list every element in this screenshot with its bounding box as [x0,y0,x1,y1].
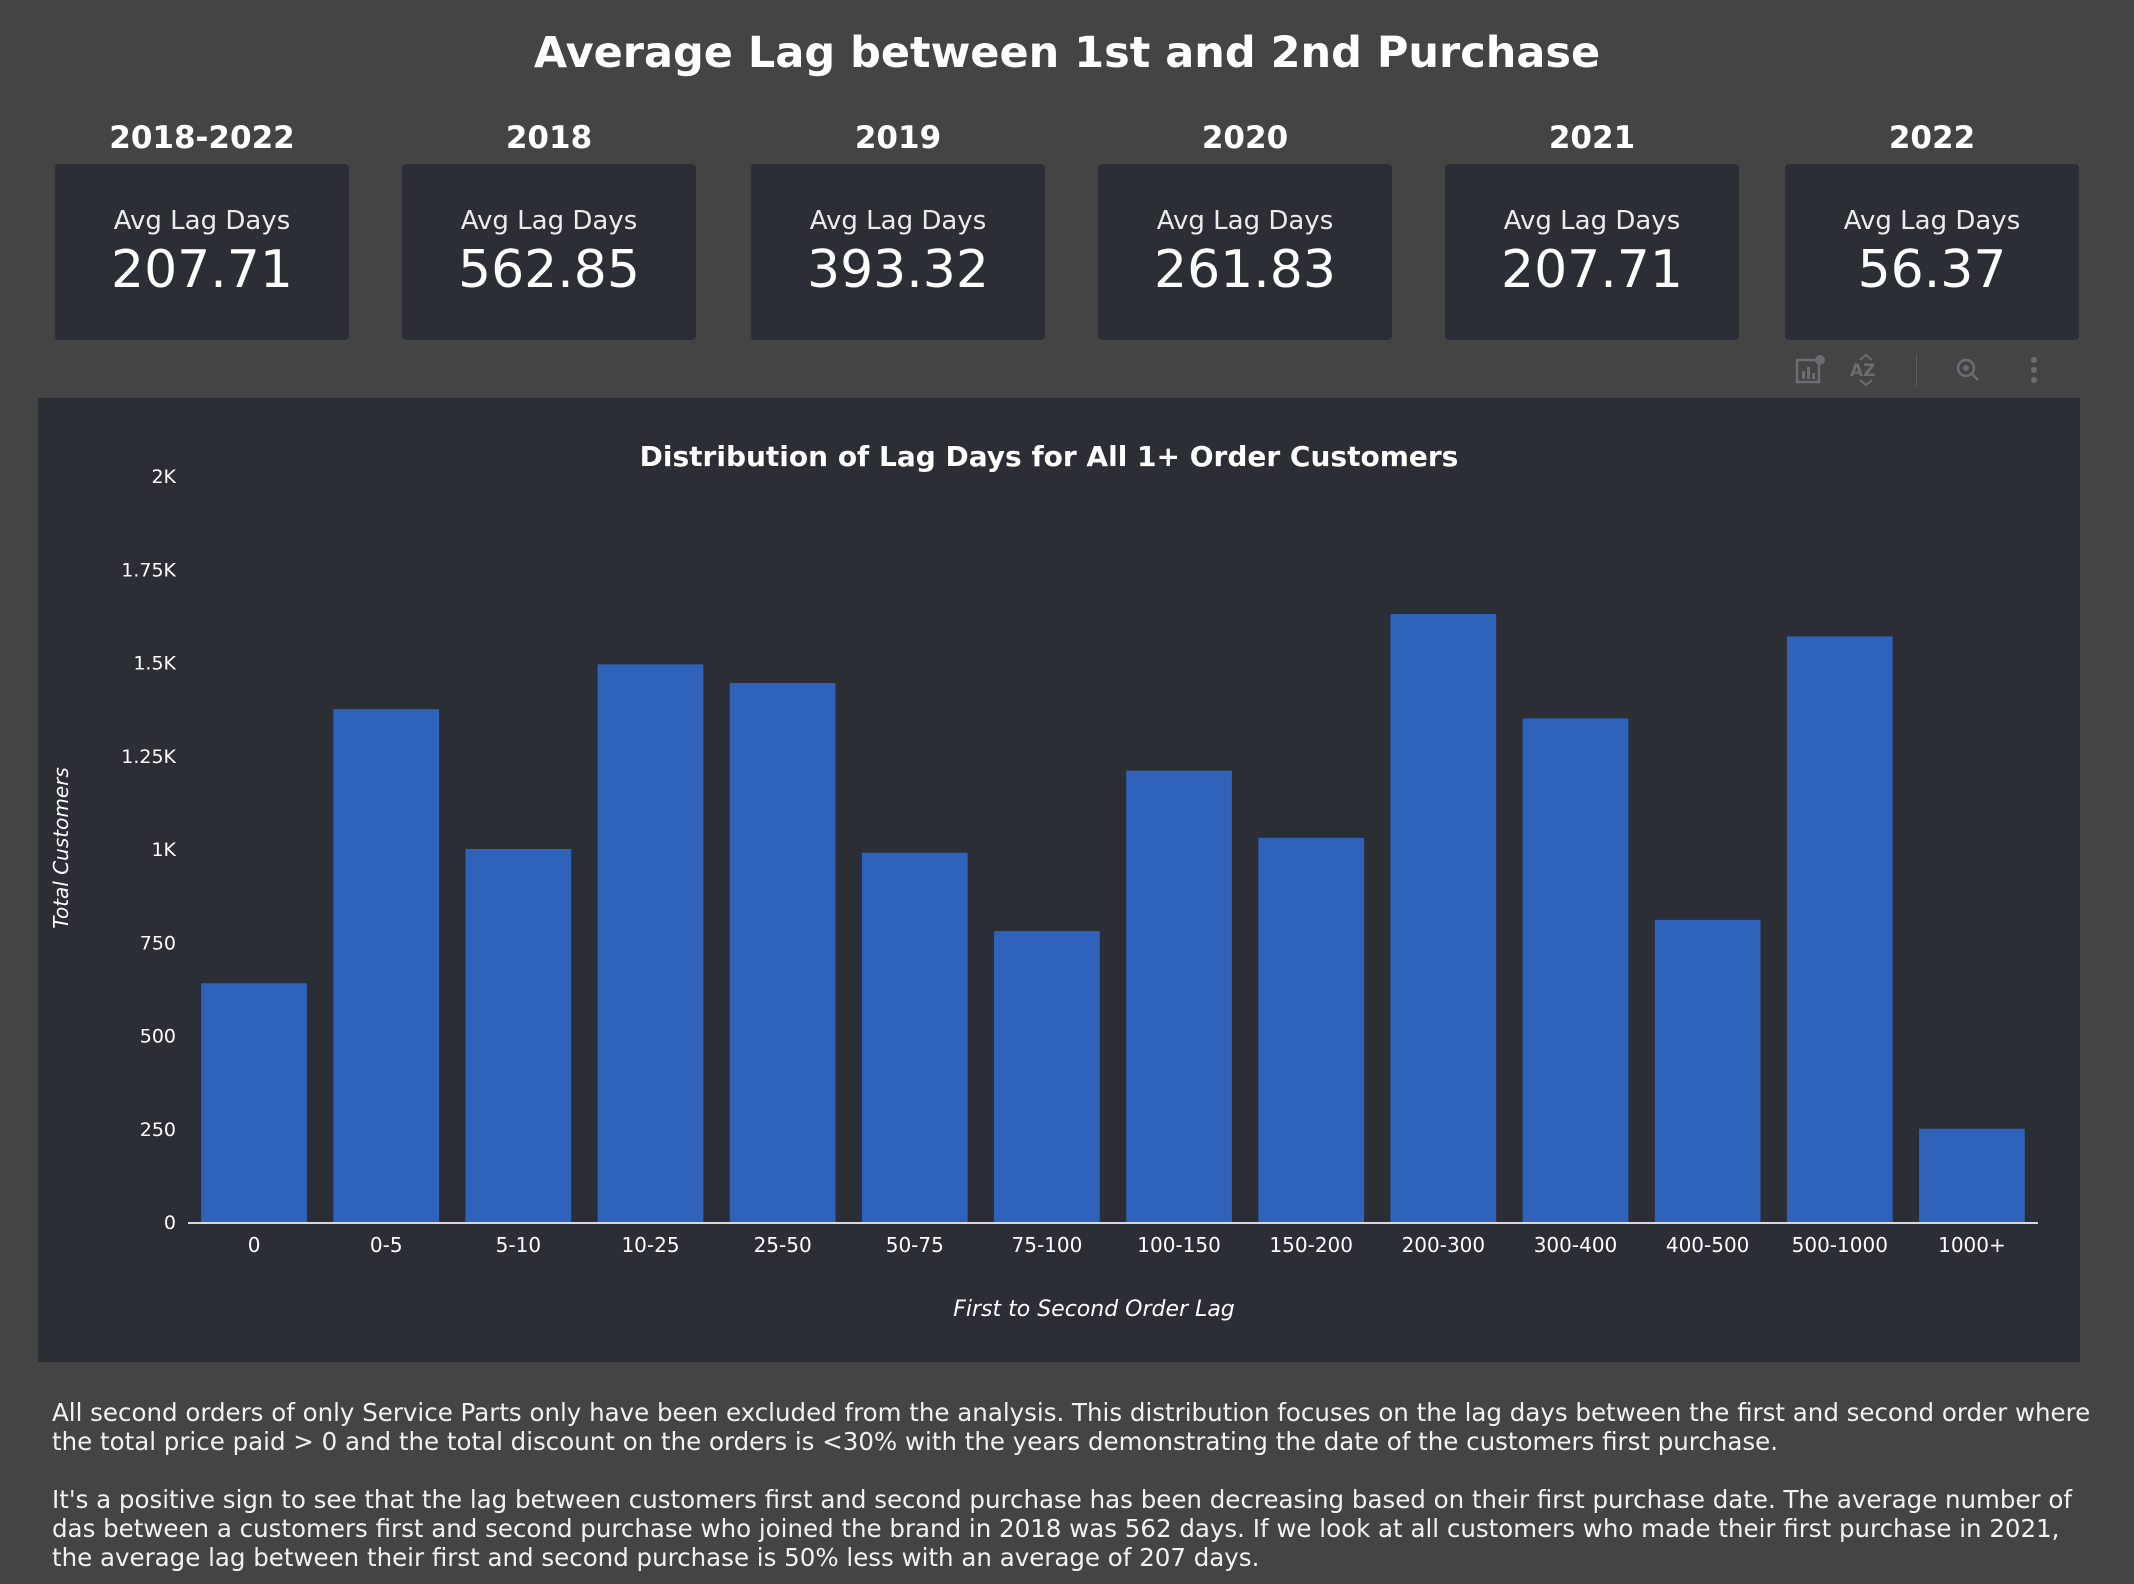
x-tick-label: 5-10 [496,1233,541,1257]
x-axis: 0 0-5 5-10 10-25 25-50 50-75 75-100 100-150 150-… [248,1233,2006,1257]
kpi-metric-name: Avg Lag Days [460,206,638,236]
kpi-label-2019: 2019 [854,120,942,156]
kpi-metric-value: 207.71 [1501,240,1683,300]
bar-100-150[interactable] [1126,770,1232,1222]
kpi-metric-name: Avg Lag Days [113,206,291,236]
x-tick-label: 400-500 [1666,1233,1750,1257]
svg-text:AZ: AZ [1850,361,1875,381]
note-paragraph-2: It's a positive sign to see that the lag… [52,1485,2073,1572]
kpi-card-2018-2022: Avg Lag Days 207.71 [55,164,349,340]
bar-75-100[interactable] [994,931,1100,1222]
bar-10-25[interactable] [597,664,704,1222]
kpi-card-2018: Avg Lag Days 562.85 [402,164,696,340]
kpi-card-2019: Avg Lag Days 393.32 [751,164,1045,340]
y-tick-label: 2K [151,466,176,488]
kpi-label-2021: 2021 [1548,120,1636,156]
sort-az-icon[interactable]: AZ [1848,352,1884,388]
x-tick-label: 25-50 [754,1233,812,1257]
kpi-metric-value: 56.37 [1857,240,2007,300]
y-tick-label: 250 [140,1119,176,1141]
kpi-metric-name: Avg Lag Days [809,206,987,236]
bar-400-500[interactable] [1654,919,1761,1222]
zoom-icon[interactable] [1950,352,1986,388]
y-tick-label: 750 [140,932,176,954]
x-tick-label: 200-300 [1402,1233,1486,1257]
page-title: Average Lag between 1st and 2nd Purchase [533,28,1601,78]
kpi-metric-value: 207.71 [111,240,293,300]
x-tick-label: 10-25 [621,1233,679,1257]
x-tick-label: 75-100 [1012,1233,1083,1257]
bar-0[interactable] [201,983,307,1222]
bar-chart: Distribution of Lag Days for All 1+ Orde… [49,440,2038,1322]
x-tick-label: 500-1000 [1792,1233,1888,1257]
bar-5-10[interactable] [465,849,572,1222]
bar-300-400[interactable] [1522,718,1629,1222]
bar-200-300[interactable] [1390,614,1497,1222]
bar-50-75[interactable] [861,852,968,1222]
kpi-metric-value: 562.85 [458,240,640,300]
x-tick-label: 0-5 [370,1233,403,1257]
kpi-label-2018: 2018 [505,120,593,156]
toolbar-divider [1916,354,1917,386]
bar-150-200[interactable] [1258,837,1365,1222]
kpi-label-2018-2022: 2018-2022 [109,120,295,156]
bar-25-50[interactable] [729,683,836,1222]
note-paragraph-1: All second orders of only Service Parts … [52,1398,2091,1456]
chart-settings-icon[interactable] [1792,352,1828,388]
bars [201,614,2025,1222]
y-tick-label: 1.75K [121,559,176,581]
kpi-card-2022: Avg Lag Days 56.37 [1785,164,2079,340]
notes: All second orders of only Service Parts … [52,1398,2098,1584]
kpi-metric-value: 261.83 [1154,240,1336,300]
y-tick-label: 1K [151,839,176,861]
x-axis-title: First to Second Order Lag [953,1297,1235,1322]
x-tick-label: 1000+ [1938,1233,2006,1257]
kpi-metric-value: 393.32 [807,240,989,300]
y-tick-label: 1.5K [133,653,176,675]
x-tick-label: 150-200 [1269,1233,1353,1257]
chart-toolbar: AZ [1792,352,2052,388]
kpi-card-2020: Avg Lag Days 261.83 [1098,164,1392,340]
bar-0-5[interactable] [333,709,440,1222]
x-tick-label: 50-75 [886,1233,944,1257]
chart-panel: Distribution of Lag Days for All 1+ Orde… [38,398,2080,1362]
kpi-card-2021: Avg Lag Days 207.71 [1445,164,1739,340]
kpi-label-2020: 2020 [1201,120,1289,156]
x-tick-label: 300-400 [1534,1233,1618,1257]
y-axis-title: Total Customers [49,767,73,929]
kpi-label-2022: 2022 [1888,120,1976,156]
y-tick-label: 500 [140,1026,176,1048]
y-tick-label: 1.25K [121,746,176,768]
kpi-metric-name: Avg Lag Days [1156,206,1334,236]
x-tick-label: 100-150 [1137,1233,1221,1257]
y-axis: 0 250 500 750 1K 1.25K 1.5K 1.75K 2K [121,466,176,1234]
kpi-metric-name: Avg Lag Days [1503,206,1681,236]
more-vert-icon[interactable] [2016,352,2052,388]
bar-500-1000[interactable] [1786,636,1893,1222]
x-tick-label: 0 [248,1233,261,1257]
kpi-metric-name: Avg Lag Days [1843,206,2021,236]
y-tick-label: 0 [164,1212,176,1234]
chart-title: Distribution of Lag Days for All 1+ Orde… [640,440,1459,473]
bar-1000+[interactable] [1919,1128,2025,1222]
